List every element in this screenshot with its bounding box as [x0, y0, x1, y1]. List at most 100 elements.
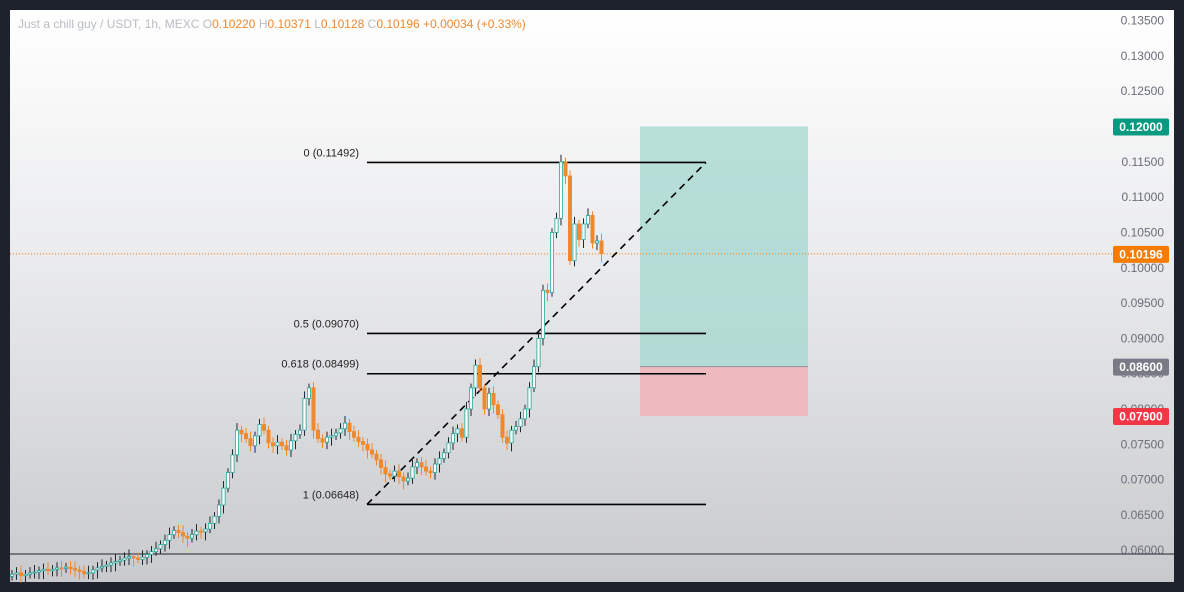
candle-body [581, 223, 586, 240]
close-label: C [367, 17, 377, 31]
candle-body [378, 459, 383, 468]
candle-body [306, 387, 311, 399]
candle-body [243, 433, 248, 440]
candle-body [459, 428, 464, 438]
candle-body [230, 454, 235, 473]
candle-body [356, 436, 361, 442]
candle-body [324, 436, 329, 443]
candle-body [491, 393, 496, 406]
candle-body [140, 556, 145, 560]
candle-body [225, 472, 230, 489]
candle-body [586, 215, 591, 225]
close-value: 0.10196 [376, 17, 420, 31]
y-axis-tick-label: 0.12500 [1121, 84, 1165, 98]
candle-body [401, 476, 406, 482]
candle-body [275, 441, 280, 447]
candle-body [419, 462, 424, 468]
candle-body [266, 429, 271, 444]
last-price-badge-bg [1113, 245, 1169, 263]
candle-body [572, 223, 577, 262]
candle-body [100, 566, 105, 569]
candle-body [73, 568, 78, 571]
y-axis-tick-label: 0.10000 [1121, 261, 1165, 275]
candle-body [432, 463, 437, 473]
candle-body [473, 364, 478, 389]
candle-body [347, 422, 352, 432]
candle-body [495, 404, 500, 416]
candle-body [532, 366, 537, 389]
candle-body [329, 435, 334, 438]
candle-body [55, 567, 60, 570]
candle-body [198, 530, 203, 533]
candle-body [257, 424, 262, 437]
target-price-badge-bg [1113, 118, 1169, 136]
y-axis-tick-label: 0.10500 [1121, 225, 1165, 239]
candle-body [41, 568, 46, 572]
y-axis-tick-label: 0.09000 [1121, 331, 1165, 345]
candle-body [50, 568, 55, 572]
candle-body [315, 429, 320, 440]
y-axis-tick-label: 0.07000 [1121, 473, 1165, 487]
candle-body [392, 470, 397, 477]
last-price-badge: 0.10196 [1119, 247, 1163, 261]
candle-body [311, 387, 316, 431]
candle-body [563, 161, 568, 177]
candle-body [82, 571, 87, 574]
candle-body [144, 554, 149, 558]
candle-body [221, 487, 226, 506]
candle-body [176, 530, 181, 533]
candle-body [46, 568, 51, 572]
candle-body [64, 566, 69, 569]
candle-body [212, 515, 217, 524]
candle-body [423, 466, 428, 472]
candle-body [153, 548, 158, 553]
candle-body [437, 458, 442, 465]
candle-body [545, 289, 550, 293]
candle-body [91, 569, 96, 574]
candle-body [118, 559, 123, 562]
candle-body [284, 445, 289, 451]
high-value: 0.10371 [267, 17, 311, 31]
candle-body [86, 572, 91, 575]
candle-body [387, 473, 392, 477]
chart-panel[interactable]: Just a chill guy / USDT, 1h, MEXC O0.102… [10, 10, 1174, 582]
candle-body [68, 566, 73, 569]
stop-price-badge: 0.07900 [1119, 410, 1163, 424]
y-axis-tick-label: 0.09500 [1121, 296, 1165, 310]
candle-body [14, 572, 19, 575]
candle-body [595, 240, 600, 244]
candle-body [383, 467, 388, 475]
candle-body [477, 364, 482, 389]
candle-body [216, 504, 221, 517]
candle-body [248, 438, 253, 447]
candle-body [577, 223, 582, 240]
candle-body [189, 534, 194, 539]
candle-body [162, 539, 167, 545]
candle-body [374, 453, 379, 461]
candle-body [599, 240, 604, 255]
candle-body [131, 556, 136, 559]
stop-zone [640, 366, 808, 417]
candle-body [194, 530, 199, 536]
candle-body [270, 442, 275, 447]
candle-body [288, 440, 293, 451]
y-axis-tick-label: 0.07500 [1121, 437, 1165, 451]
candle-body [37, 570, 42, 573]
candle-body [428, 470, 433, 473]
candle-body [414, 462, 419, 468]
candle-body [536, 337, 541, 368]
candle-body [405, 477, 410, 482]
candle-body [203, 528, 208, 533]
candle-body [541, 289, 546, 339]
fib-level-label: 1 (0.06648) [303, 489, 359, 501]
open-value: 0.10220 [212, 17, 256, 31]
candle-body [127, 556, 132, 559]
candle-body [455, 428, 460, 435]
candle-body [559, 161, 564, 219]
candle-body [446, 442, 451, 454]
candle-body [297, 429, 302, 435]
candle-body [410, 466, 415, 479]
candle-body [482, 387, 487, 410]
target-zone [640, 126, 808, 367]
